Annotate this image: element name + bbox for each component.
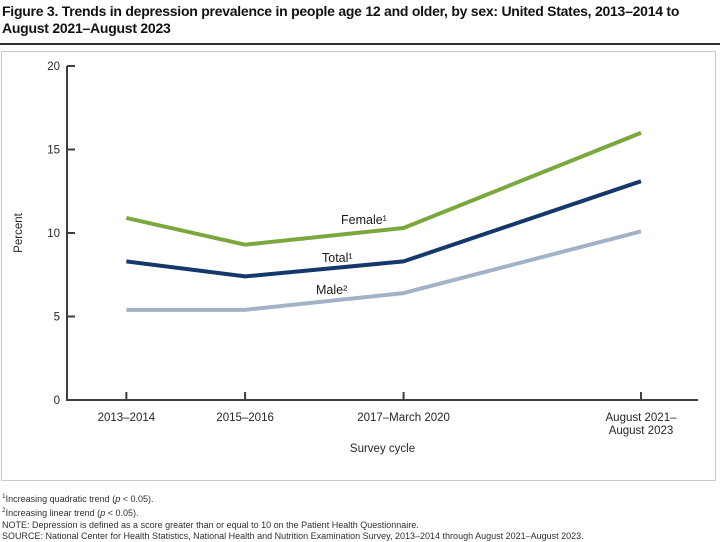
footnote-line: NOTE: Depression is defined as a score g…	[2, 519, 419, 530]
x-tick-label: August 2021– August 2023	[606, 412, 678, 437]
female-line	[125, 130, 642, 247]
footnote-line: SOURCE: National Center for Health Stati…	[2, 530, 584, 541]
title-divider-rule	[0, 43, 720, 45]
x-tick-label: 2015–2016	[216, 412, 274, 424]
y-tick-label: 15	[47, 145, 60, 157]
footnotes: 1Increasing quadratic trend (p < 0.05). 2…	[2, 491, 718, 542]
x-axis-title: Survey cycle	[350, 443, 415, 455]
y-tick-label: 5	[54, 312, 60, 324]
series-label: Female¹	[341, 213, 387, 227]
footnote-line: 1Increasing quadratic trend (p < 0.05).	[2, 493, 154, 504]
total-line	[126, 179, 642, 279]
footnote-line: 2Increasing linear trend (p < 0.05).	[2, 507, 139, 519]
male-line	[126, 229, 642, 312]
trend-line-chart: 0 5 10 15 20 2013–2014 2015–2016 2017–March 202…	[13, 61, 698, 455]
chart-area: 0 5 10 15 20 2013–2014 2015–2016 2017–March 202…	[1, 51, 716, 481]
y-tick-label: 20	[47, 61, 60, 73]
x-tick-label: 2017–March 2020	[357, 412, 450, 424]
series-label: Total¹	[322, 251, 353, 265]
y-axis-title: Percent	[13, 212, 25, 252]
y-tick-label: 10	[47, 228, 60, 240]
x-tick-label: 2013–2014	[98, 412, 156, 424]
series-label: Male²	[316, 283, 347, 297]
figure-title: Figure 3. Trends in depression prevalenc…	[2, 3, 680, 36]
y-tick-label: 0	[54, 395, 60, 407]
